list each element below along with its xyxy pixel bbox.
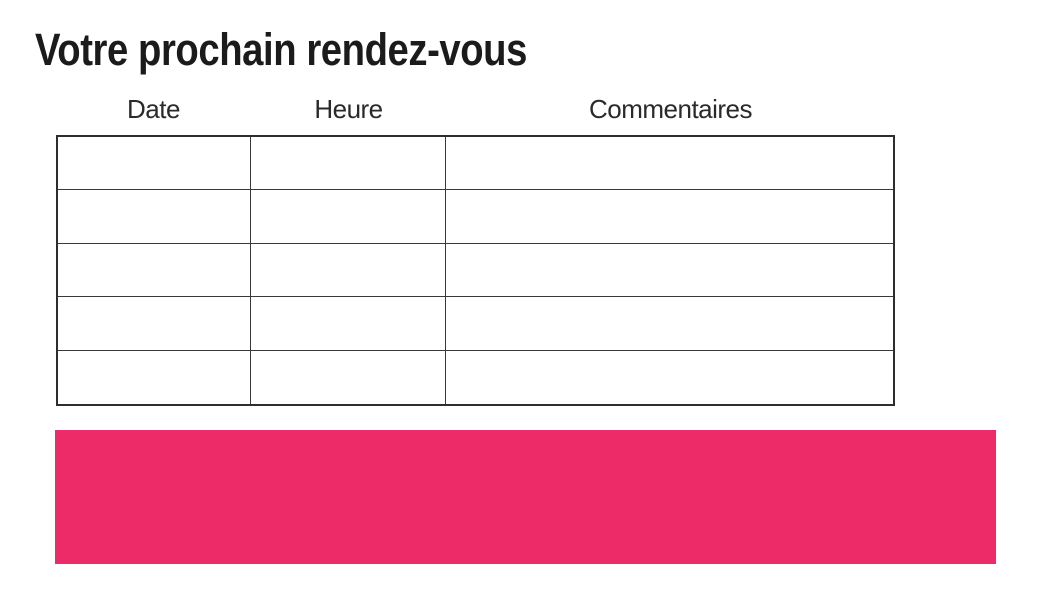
appointments-table — [56, 135, 895, 406]
cell-date — [58, 190, 251, 243]
cell-commentaires — [446, 351, 893, 404]
cell-date — [58, 350, 251, 404]
cell-date — [58, 243, 251, 297]
cell-heure — [251, 190, 446, 243]
cell-heure — [251, 243, 446, 297]
cell-commentaires — [446, 244, 893, 296]
table-row — [58, 350, 893, 404]
table-row — [58, 297, 893, 351]
column-header-commentaires: Commentaires — [588, 93, 753, 124]
page-title: Votre prochain rendez-vous — [35, 24, 527, 75]
cell-date — [58, 297, 251, 350]
column-header-date: Date — [127, 93, 180, 124]
cell-commentaires — [446, 190, 893, 242]
cell-heure — [251, 297, 446, 350]
table-row — [58, 190, 893, 244]
cell-date — [58, 137, 251, 190]
table-header-row: Date Heure Commentaires — [56, 93, 895, 125]
cell-commentaires — [446, 297, 893, 349]
cell-heure — [251, 137, 446, 190]
column-header-heure: Heure — [314, 93, 383, 124]
table-row — [58, 137, 893, 191]
cell-commentaires — [446, 137, 893, 189]
table-row — [58, 243, 893, 298]
cell-heure — [251, 350, 446, 404]
pink-banner — [55, 430, 996, 564]
